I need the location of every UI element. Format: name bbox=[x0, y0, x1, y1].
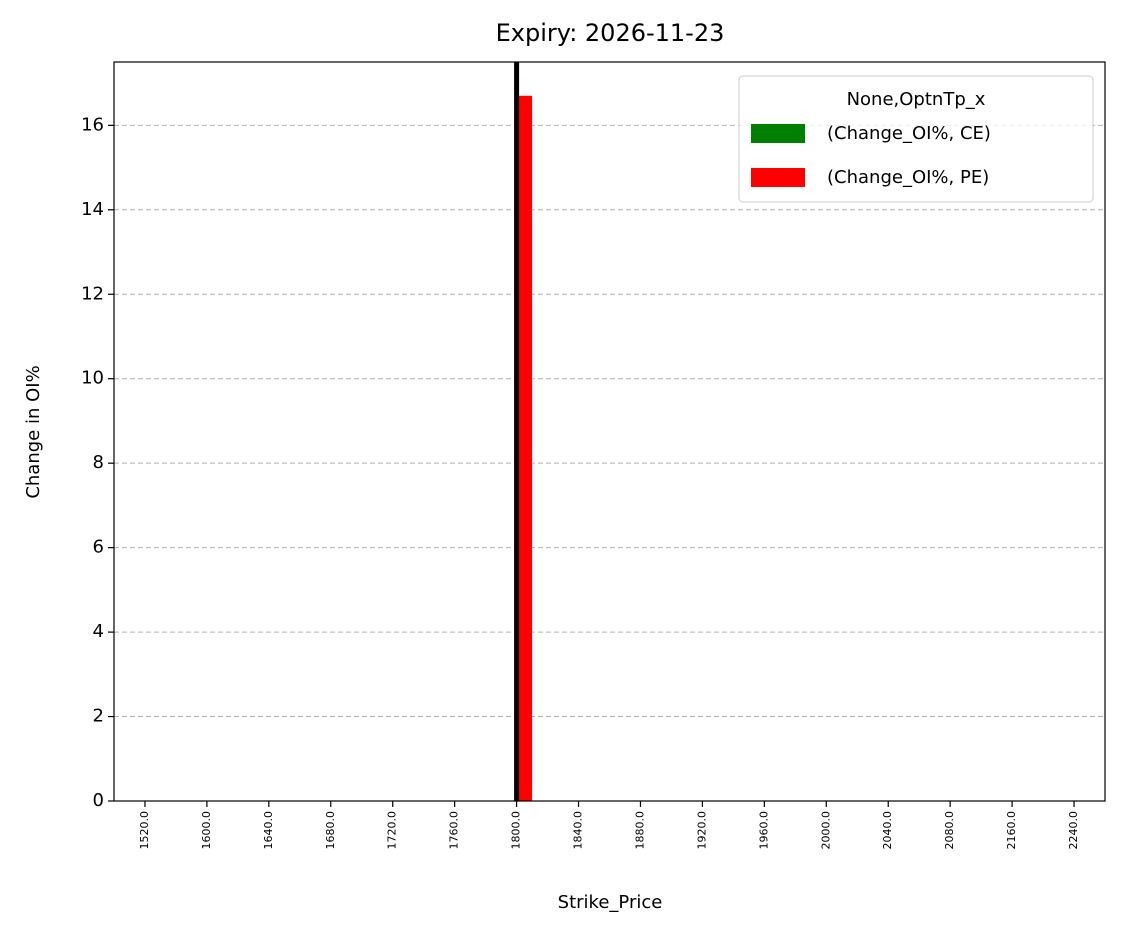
y-tick-label: 6 bbox=[93, 537, 104, 558]
legend-label: (Change_OI%, PE) bbox=[827, 167, 989, 188]
y-tick-label: 2 bbox=[93, 706, 104, 727]
x-tick-label: 1680.0 bbox=[324, 811, 337, 850]
x-tick-label: 2000.0 bbox=[819, 811, 832, 850]
y-tick-label: 0 bbox=[93, 790, 104, 811]
y-tick-label: 14 bbox=[81, 199, 104, 220]
x-tick-label: 2240.0 bbox=[1067, 811, 1080, 850]
y-tick-label: 12 bbox=[81, 283, 104, 304]
x-tick-label: 1880.0 bbox=[633, 811, 646, 850]
legend-title: None,OptnTp_x bbox=[847, 89, 986, 110]
chart-title: Expiry: 2026-11-23 bbox=[496, 19, 725, 47]
x-tick-label: 1960.0 bbox=[757, 811, 770, 850]
y-tick-label: 8 bbox=[93, 452, 104, 473]
x-tick-label: 1760.0 bbox=[448, 811, 461, 850]
legend-label: (Change_OI%, CE) bbox=[827, 123, 991, 144]
plot-frame bbox=[113, 61, 1106, 802]
y-tick-label: 4 bbox=[93, 621, 104, 642]
x-tick-label: 1720.0 bbox=[386, 811, 399, 850]
legend-swatch bbox=[751, 168, 805, 187]
y-tick-label: 16 bbox=[81, 114, 104, 135]
legend-box bbox=[738, 75, 1094, 203]
x-axis-label: Strike_Price bbox=[558, 892, 663, 913]
x-tick-label: 1920.0 bbox=[695, 811, 708, 850]
y-tick-label: 10 bbox=[81, 368, 104, 389]
bar bbox=[516, 95, 533, 802]
x-tick-label: 2040.0 bbox=[881, 811, 894, 850]
legend-swatch bbox=[751, 124, 805, 143]
x-tick-label: 1840.0 bbox=[572, 811, 585, 850]
x-tick-label: 1640.0 bbox=[262, 811, 275, 850]
x-tick-label: 1520.0 bbox=[138, 811, 151, 850]
x-tick-label: 1800.0 bbox=[510, 811, 523, 850]
y-axis-label: Change in OI% bbox=[23, 365, 44, 498]
x-tick-label: 1600.0 bbox=[200, 811, 213, 850]
x-tick-label: 2080.0 bbox=[943, 811, 956, 850]
x-tick-label: 2160.0 bbox=[1005, 811, 1018, 850]
